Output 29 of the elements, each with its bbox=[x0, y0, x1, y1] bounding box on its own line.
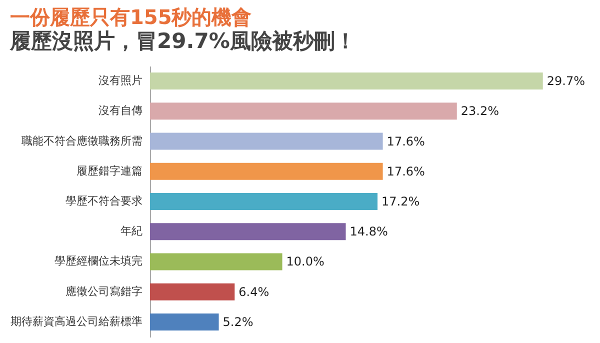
y-tick-label: 學歷經欄位未填完 bbox=[54, 254, 142, 268]
bar bbox=[150, 72, 543, 90]
data-label: 5.2% bbox=[222, 314, 254, 329]
bar bbox=[150, 283, 235, 300]
bar bbox=[150, 313, 219, 330]
y-tick-label: 沒有自傳 bbox=[98, 104, 142, 118]
y-tick-label: 應徵公司寫錯字 bbox=[66, 284, 142, 298]
data-label: 17.6% bbox=[386, 164, 425, 178]
data-label: 14.8% bbox=[350, 224, 388, 239]
y-tick-label: 履歷錯字連篇 bbox=[76, 164, 142, 178]
data-label: 17.6% bbox=[386, 134, 425, 148]
data-label: 23.2% bbox=[460, 104, 500, 118]
y-tick-label: 年紀 bbox=[120, 224, 142, 238]
y-tick-label: 學歷不符合要求 bbox=[66, 194, 142, 208]
data-label: 6.4% bbox=[238, 284, 270, 299]
data-label: 17.2% bbox=[382, 194, 420, 208]
chart-subtitle: 履歷沒照片，冒29.7%風險被秒刪！ bbox=[9, 29, 356, 53]
bar bbox=[150, 162, 383, 180]
bar bbox=[150, 223, 346, 240]
y-tick-label: 期待薪資高過公司給薪標準 bbox=[10, 314, 142, 328]
chart-title: 一份履歷只有155秒的機會 bbox=[10, 5, 252, 29]
bar bbox=[150, 132, 383, 150]
y-tick-label: 職能不符合應徵職務所需 bbox=[22, 134, 142, 148]
bar bbox=[150, 193, 378, 210]
data-label: 29.7% bbox=[546, 74, 585, 88]
bar bbox=[150, 102, 457, 120]
bar bbox=[150, 253, 282, 270]
y-tick-label: 沒有照片 bbox=[98, 74, 142, 88]
data-label: 10.0% bbox=[286, 254, 324, 269]
